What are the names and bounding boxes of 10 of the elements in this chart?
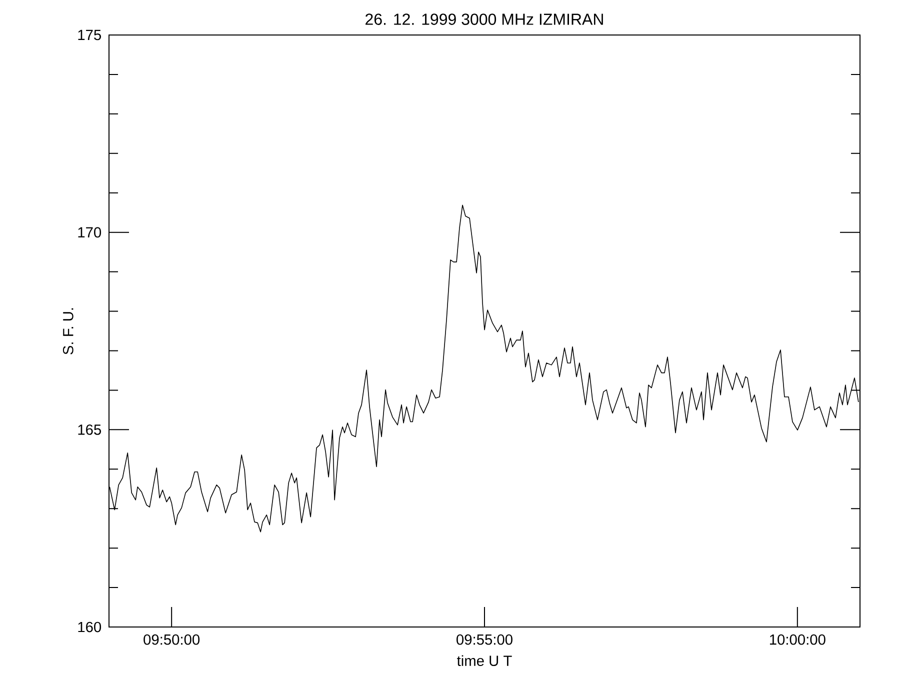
y-tick-label: 160 <box>78 622 102 632</box>
x-tick-label: 10:00:00 <box>770 634 826 645</box>
y-tick-label: 170 <box>78 227 102 238</box>
y-tick-label: 175 <box>78 30 101 40</box>
chart-title: 26. 12. 1999 3000 MHz IZMIRAN <box>366 14 603 25</box>
x-tick-label: 09:50:00 <box>144 634 200 645</box>
x-axis-title: time U T <box>457 655 512 666</box>
y-axis-title: S. F. U. <box>62 308 74 354</box>
x-tick-label: 09:55:00 <box>456 634 512 645</box>
y-tick-label: 165 <box>78 424 101 435</box>
